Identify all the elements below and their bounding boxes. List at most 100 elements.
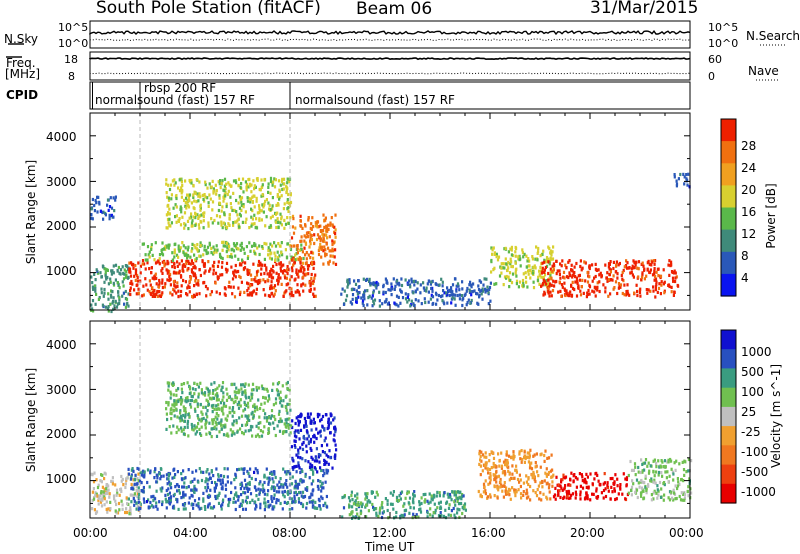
power-cell-2 [206, 287, 209, 291]
power-cell-8 [667, 263, 670, 267]
power-cell-7 [512, 253, 515, 258]
velocity-cell-3 [214, 420, 217, 425]
velocity-cell-7 [655, 491, 658, 495]
velocity-cell-3 [184, 399, 187, 403]
power-cell-6 [342, 302, 346, 306]
velocity-cell-3 [220, 406, 223, 410]
power-cell-2 [285, 283, 288, 287]
velocity-cell-3 [240, 414, 244, 418]
power-cell-8 [631, 264, 634, 268]
power-cell-3 [240, 241, 243, 245]
power-cell-2 [131, 263, 134, 267]
power-cell-2 [277, 273, 280, 277]
velocity-cell-6 [606, 484, 609, 488]
power-cell-6 [414, 279, 417, 283]
power-cell-5 [277, 179, 281, 183]
velocity-cell-3 [237, 401, 240, 405]
power-cell-5 [258, 210, 261, 215]
power-cell-5 [197, 194, 200, 198]
power-cell-4 [292, 257, 295, 261]
power-cell-5 [242, 190, 245, 194]
power-cell-3 [184, 246, 187, 250]
velocity-cell-6 [595, 489, 598, 493]
power-cell-5 [199, 203, 202, 207]
power-cell-6 [475, 291, 478, 296]
velocity-cell-3 [243, 402, 247, 406]
power-cell-8 [555, 279, 558, 284]
power-cell-6 [350, 302, 354, 306]
power-cell-7 [527, 272, 530, 276]
velocity-cell-1 [165, 488, 168, 493]
power-cell-3 [197, 249, 200, 253]
power-cell-5 [251, 217, 254, 221]
power-cell-2 [129, 289, 132, 293]
power-cell-7 [541, 252, 544, 256]
velocity-cell-2 [325, 460, 328, 464]
power-cell-3 [249, 249, 252, 253]
power-cell-6 [344, 298, 348, 302]
velocity-cell-3 [251, 410, 254, 414]
power-cell-8 [591, 279, 594, 283]
velocity-cell-5 [519, 457, 522, 461]
velocity-cell-1 [190, 488, 193, 492]
power-cell-2 [128, 261, 131, 265]
power-cell-8 [564, 293, 567, 298]
velocity-cell-1 [197, 501, 200, 506]
power-cell-4 [329, 221, 332, 225]
velocity-cell-3 [258, 435, 261, 439]
power-cell-5 [195, 212, 198, 216]
power-cell-3 [281, 253, 284, 257]
velocity-cell-1 [127, 472, 130, 476]
power-cell-5 [282, 187, 285, 191]
power-cell-8 [599, 271, 602, 275]
velocity-cell-1 [175, 483, 179, 487]
velocity-cell-3 [218, 430, 221, 434]
power-cell-5 [281, 177, 284, 181]
velocity-colorbar-swatch [721, 426, 736, 446]
velocity-cell-3 [271, 388, 274, 392]
velocity-cell-4 [386, 499, 389, 503]
power-cell-6 [450, 286, 453, 290]
power-cell-3 [189, 255, 192, 259]
power-cell-4 [309, 242, 312, 246]
power-cell-2 [201, 260, 204, 264]
velocity-cell-6 [603, 481, 606, 485]
power-cell-2 [144, 267, 147, 271]
power-cell-5 [183, 198, 186, 202]
velocity-cell-1 [242, 467, 246, 471]
power-cell-3 [274, 258, 277, 262]
power-cell-3 [213, 248, 216, 252]
velocity-cell-5 [496, 496, 499, 500]
power-cell-7 [531, 271, 535, 275]
velocity-cell-4 [357, 503, 360, 507]
velocity-cell-3 [244, 414, 247, 418]
power-cell-8 [550, 276, 553, 280]
velocity-cell-6 [612, 482, 615, 486]
power-cell-6 [479, 280, 483, 284]
velocity-cell-2 [307, 460, 310, 464]
velocity-cell-4 [375, 513, 378, 517]
velocity-cell-5 [482, 490, 485, 494]
velocity-tick-1000: 1000 [741, 345, 772, 359]
power-cell-8 [646, 261, 649, 265]
velocity-cell-2 [327, 455, 330, 459]
velocity-cell-3 [251, 425, 254, 429]
power-cell-6 [476, 301, 479, 305]
power-cell-5 [167, 211, 170, 215]
velocity-cell-2 [320, 444, 323, 448]
velocity-cell-5 [489, 481, 492, 485]
velocity-cell-5 [508, 493, 511, 497]
power-cell-8 [587, 288, 590, 293]
power-cell-7 [505, 274, 508, 279]
power-cell-3 [218, 252, 222, 256]
power-cell-2 [151, 276, 154, 280]
velocity-cell-7 [683, 459, 686, 463]
power-cell-7 [530, 271, 533, 275]
velocity-cell-3 [279, 396, 282, 401]
power-cell-4 [325, 225, 329, 229]
power-cell-6 [481, 287, 484, 291]
power-cell-6 [375, 280, 378, 285]
velocity-cell-3 [173, 399, 176, 403]
velocity-ytick-4000: 4000 [46, 338, 77, 352]
power-cell-8 [562, 270, 566, 274]
